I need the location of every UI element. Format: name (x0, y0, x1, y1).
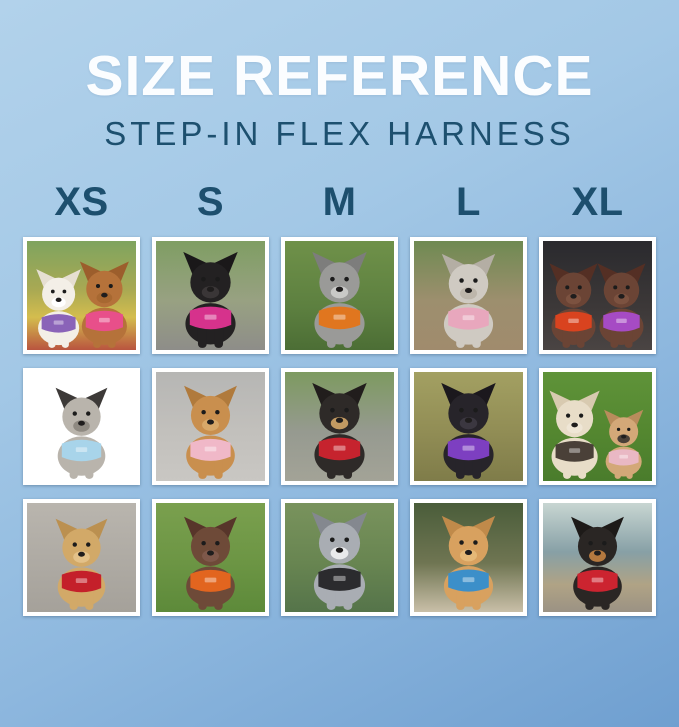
dog-illustration (549, 263, 598, 348)
size-label-s: S (196, 180, 225, 224)
photo-s-row1 (152, 237, 269, 354)
dog-illustration (311, 511, 368, 610)
dog-illustration (441, 253, 496, 348)
photo-m-row1 (281, 237, 398, 354)
size-label-m: M (322, 180, 357, 224)
photo-m-row3 (281, 499, 398, 616)
dog-photo (543, 372, 652, 481)
dog-photo (414, 503, 523, 612)
size-label-l: L (456, 180, 481, 224)
dog-illustration (312, 251, 367, 348)
dog-photo (27, 241, 136, 350)
photo-s-row2 (152, 368, 269, 485)
dog-illustration (36, 269, 81, 348)
dog-illustration (184, 385, 237, 479)
photo-xs-row3 (23, 499, 140, 616)
dog-photo (285, 241, 394, 350)
photo-xl-row1 (539, 237, 656, 354)
photo-xs-row2 (23, 368, 140, 485)
photo-row-3 (23, 499, 656, 616)
dog-photo (543, 241, 652, 350)
dog-illustration (79, 261, 129, 348)
dog-photo (543, 503, 652, 612)
dog-illustration (597, 263, 646, 348)
dog-photo (414, 372, 523, 481)
page-title: SIZE REFERENCE (85, 44, 594, 108)
photo-l-row2 (410, 368, 527, 485)
photo-xs-row1 (23, 237, 140, 354)
photo-l-row1 (410, 237, 527, 354)
photo-row-1 (23, 237, 656, 354)
size-label-xl: XL (571, 180, 624, 224)
dog-photo (156, 241, 265, 350)
dog-illustration (55, 518, 108, 610)
dog-illustration (549, 390, 600, 479)
dog-illustration (184, 516, 237, 610)
dog-photo (27, 372, 136, 481)
photo-row-2 (23, 368, 656, 485)
photo-xl-row3 (539, 499, 656, 616)
dog-photo (414, 241, 523, 350)
page-subtitle: STEP-IN FLEX HARNESS (104, 115, 575, 152)
dog-photo (156, 372, 265, 481)
size-label-xs: XS (54, 180, 109, 224)
dog-illustration (441, 515, 496, 610)
dog-photo (156, 503, 265, 612)
photo-s-row3 (152, 499, 269, 616)
dog-illustration (441, 382, 496, 479)
size-header-row: XS S M L XL (23, 182, 656, 222)
dog-illustration (604, 409, 644, 479)
dog-illustration (571, 516, 624, 610)
dog-photo (27, 503, 136, 612)
photo-xl-row2 (539, 368, 656, 485)
dog-illustration (312, 382, 367, 479)
photo-grid (23, 237, 656, 616)
dog-photo (285, 503, 394, 612)
dog-illustration (55, 387, 108, 479)
dog-illustration (183, 251, 238, 348)
photo-m-row2 (281, 368, 398, 485)
photo-l-row3 (410, 499, 527, 616)
dog-photo (285, 372, 394, 481)
